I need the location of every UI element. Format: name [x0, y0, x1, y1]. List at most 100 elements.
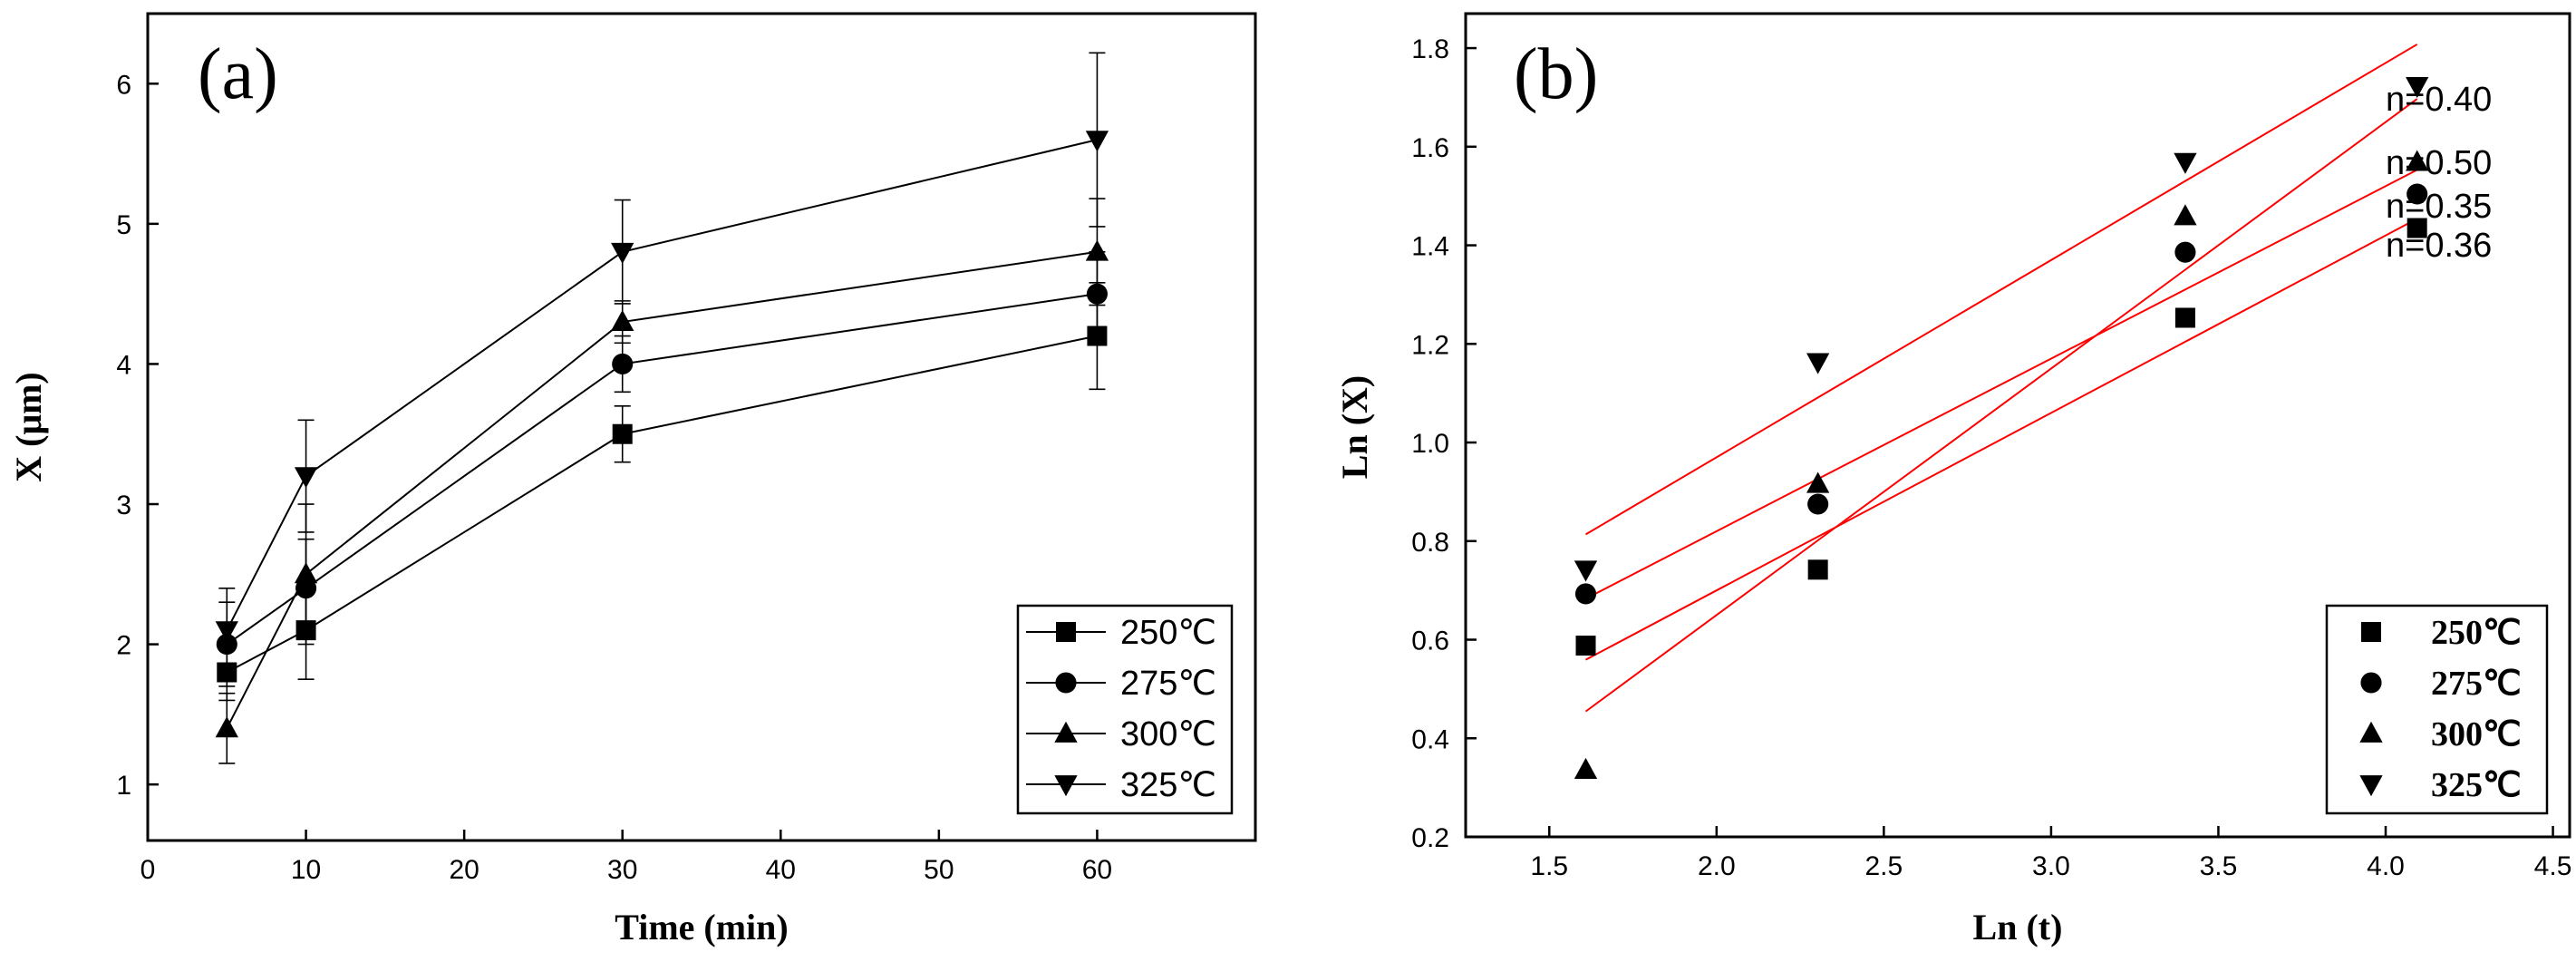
panel-b-point-300: [1806, 471, 1830, 493]
panel-b-legend-marker-275: [2360, 672, 2382, 694]
panel-b-legend-marker-250: [2361, 622, 2381, 642]
panel-a-label: (a): [198, 34, 278, 114]
n-label-275: n=0.35: [2386, 188, 2492, 226]
panel-b-y-axis-title: Ln (X): [1334, 375, 1375, 479]
panel-a-legend-box: [1016, 604, 1234, 815]
panel-b-y-tick-label: 1.4: [1411, 232, 1449, 262]
panel-b-x-tick-label: 3.5: [2200, 851, 2238, 881]
panel-b-legend-marker-300: [2359, 721, 2383, 743]
n-label-250: n=0.36: [2386, 227, 2492, 265]
panel-b-fit-line-300: [1584, 98, 2418, 713]
panel-a-ticks: 0 10 20 30 40 50 60 1 2 3 4 5 6: [116, 70, 1112, 885]
panel-b-x-tick-label: 2.5: [1865, 851, 1903, 881]
panel-a-legend-label-300: 300℃: [1120, 715, 1216, 753]
panel-b-point-300: [2174, 204, 2197, 226]
panel-b-point-325: [2406, 77, 2429, 99]
panel-a-x-tick-label: 0: [140, 855, 156, 885]
panel-a-x-tick-label: 20: [449, 855, 479, 885]
panel-a-y-tick-label: 2: [116, 631, 131, 661]
panel-b-label: (b): [1514, 34, 1598, 114]
panel-b-point-325: [2174, 152, 2197, 174]
panel-b-point-250: [1575, 636, 1596, 656]
panel-a: 0 10 20 30 40 50 60 1 2 3 4 5 6 (a) Time (min) X (μm…: [8, 12, 1257, 947]
panel-a-line-325: [226, 139, 1098, 631]
panel-a-point-325: [1085, 131, 1109, 152]
panel-b-point-275: [1807, 493, 1829, 515]
panel-a-legend: 250℃ 275℃ 300℃ 325℃: [1016, 604, 1234, 815]
panel-b-y-tick-label: 0.6: [1411, 627, 1449, 656]
panel-a-frame: [146, 12, 1257, 842]
panel-a-x-tick-label: 60: [1082, 855, 1112, 885]
panel-a-markers: [215, 131, 1109, 738]
panel-a-y-tick-label: 1: [116, 771, 131, 801]
panel-b-point-325: [1806, 353, 1830, 374]
panel-b-frame: [1464, 12, 2571, 839]
panel-a-point-300: [215, 716, 238, 738]
panel-b-x-tick-label: 4.0: [2367, 851, 2405, 881]
panel-b-x-tick-label: 3.0: [2032, 851, 2070, 881]
panel-b-point-300: [2406, 150, 2429, 171]
panel-b-point-250: [2174, 307, 2195, 328]
panel-a-legend-marker-300: [1054, 721, 1078, 743]
panel-a-point-300: [611, 309, 634, 331]
panel-a-x-tick-label: 10: [291, 855, 321, 885]
panel-a-legend-label-275: 275℃: [1120, 665, 1216, 703]
panel-a-legend-label-325: 325℃: [1120, 766, 1216, 804]
panel-b-fit-line-275: [1585, 169, 2418, 600]
panel-b-x-axis-title: Ln (t): [1973, 907, 2063, 947]
n-label-325: n=0.40: [2386, 81, 2492, 119]
panel-a-line-275: [226, 293, 1098, 646]
panel-b-legend-marker-325: [2359, 775, 2383, 797]
panel-b-y-tick-label: 0.2: [1411, 823, 1449, 853]
panel-a-legend-marker-250: [1056, 622, 1076, 642]
panel-a-y-axis-title: X (μm): [8, 372, 49, 482]
panel-b-point-275: [2407, 183, 2428, 205]
panel-b-x-tick-label: 4.5: [2534, 851, 2572, 881]
panel-a-legend-marker-275: [1055, 672, 1077, 694]
panel-b-y-tick-label: 1.8: [1411, 34, 1449, 64]
panel-b-legend: 250℃ 275℃ 300℃ 325℃: [2325, 604, 2549, 815]
panel-a-x-tick-label: 30: [607, 855, 637, 885]
panel-a-y-tick-label: 4: [116, 350, 131, 380]
panel-b-legend-label-300: 300℃: [2431, 715, 2522, 753]
panel-b-point-325: [1574, 560, 1598, 582]
panel-a-point-250: [612, 423, 633, 444]
panel-a-line-250: [226, 335, 1098, 674]
panel-a-point-275: [612, 353, 634, 374]
panel-b-point-250: [1807, 559, 1828, 580]
panel-a-point-300: [294, 562, 318, 584]
panel-a-point-275: [1086, 283, 1108, 305]
panel-b-legend-label-325: 325℃: [2431, 766, 2522, 804]
panel-a-error-bars: [218, 52, 1106, 764]
panel-a-y-tick-label: 5: [116, 210, 131, 240]
panel-a-y-tick-label: 3: [116, 491, 131, 520]
panel-a-point-250: [217, 662, 237, 683]
panel-a-point-250: [295, 620, 316, 641]
panel-b-x-tick-label: 1.5: [1530, 851, 1568, 881]
panel-a-point-250: [1087, 326, 1108, 346]
panel-a-legend-marker-325: [1054, 775, 1078, 797]
panel-a-y-tick-label: 6: [116, 70, 131, 100]
panel-a-point-300: [1085, 239, 1109, 261]
n-label-300: n=0.50: [2386, 144, 2492, 182]
panel-b-n-annotations: n=0.40 n=0.50 n=0.35 n=0.36: [2386, 81, 2492, 265]
panel-b-y-tick-label: 0.8: [1411, 528, 1449, 558]
panel-a-legend-label-250: 250℃: [1120, 614, 1216, 652]
panel-b-fit-line-250: [1585, 218, 2418, 661]
panel-a-x-tick-label: 40: [766, 855, 796, 885]
panel-b-y-tick-label: 1.0: [1411, 429, 1449, 459]
panel-a-point-275: [216, 634, 237, 656]
panel-b-point-300: [1574, 757, 1598, 779]
panel-a-point-325: [611, 242, 634, 264]
panel-b-point-275: [1574, 583, 1597, 605]
panel-b-point-250: [2407, 218, 2427, 238]
panel-a-point-325: [215, 621, 238, 643]
panel-a-x-axis-title: Time (min): [615, 907, 788, 947]
panel-b-ticks: 1.5 2.0 2.5 3.0 3.5 4.0 4.5 0.2 0.4 0.6 0.8 1.0 1.2 1…: [1411, 34, 2571, 881]
panel-b-y-tick-label: 0.4: [1411, 724, 1449, 754]
panel-b-fit-lines: [1584, 44, 2418, 713]
panel-b-markers: [1574, 77, 2429, 779]
panel-b-x-tick-label: 2.0: [1698, 851, 1736, 881]
panel-a-x-tick-label: 50: [924, 855, 954, 885]
